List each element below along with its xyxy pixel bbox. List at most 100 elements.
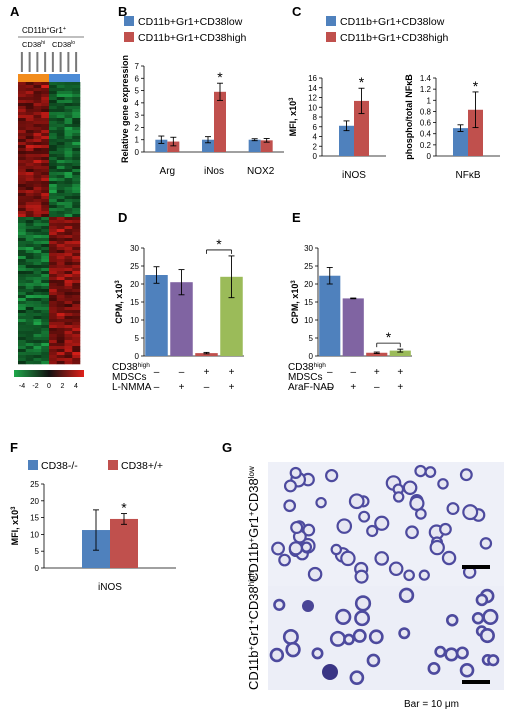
heatmap-cell [41, 331, 50, 335]
heatmap-cell [56, 280, 65, 284]
chart-d: 0 5 10 15 20 25 30 CPM, x103 * CD38highMDSCsL-NMM… [112, 236, 244, 393]
heatmap-cell [18, 334, 27, 338]
heatmap-cell [18, 307, 27, 311]
row-value: – [350, 367, 356, 378]
chart-f: 0 5 10 15 20 25 MFI, x103 * iNOS [10, 480, 176, 593]
heatmap-cell [25, 124, 34, 128]
heatmap-cell [18, 232, 27, 236]
heatmap-cell [18, 262, 27, 266]
heatmap-cell [49, 226, 58, 230]
cell [434, 645, 447, 658]
heatmap-cell [72, 286, 81, 290]
heatmap-cell [18, 322, 27, 326]
heatmap-cell [56, 247, 65, 251]
heatmap-cell [33, 223, 42, 227]
scale-bar-caption: Bar = 10 μm [404, 699, 459, 710]
heatmap-cell [72, 118, 81, 122]
heatmap-cell [72, 172, 81, 176]
significance-star: * [216, 236, 222, 252]
heatmap-cell [41, 121, 50, 125]
heatmap-cell [25, 121, 34, 125]
heatmap-cell [33, 259, 42, 263]
bar-inos-wt [110, 518, 138, 568]
cells-high [269, 587, 500, 686]
cell [349, 670, 365, 686]
heatmap-cell [25, 103, 34, 107]
heatmap-cell [64, 130, 73, 134]
heatmap-cell [64, 268, 73, 272]
heatmap-cell [18, 349, 27, 353]
chart-b: 0 1 2 3 4 5 6 7 Relative gene expression Arg iNos N… [120, 55, 284, 177]
heatmap-cell [18, 271, 27, 275]
heatmap-cell [25, 340, 34, 344]
heatmap-cell [64, 142, 73, 146]
heatmap-cell [41, 244, 50, 248]
heatmap-cell [64, 256, 73, 260]
heatmap-cell [56, 349, 65, 353]
y-tick-label: 0.2 [420, 141, 432, 150]
cell [475, 593, 489, 607]
heatmap-cell [33, 247, 42, 251]
heatmap-cell [56, 163, 65, 167]
heatmap-cell [56, 337, 65, 341]
heatmap-cell [33, 169, 42, 173]
heatmap-cell [41, 358, 50, 362]
heatmap-cell [72, 244, 81, 248]
heatmap-cell [56, 352, 65, 356]
heatmap-cell [49, 202, 58, 206]
heatmap-cell [41, 223, 50, 227]
row-value: – [327, 382, 333, 393]
panel-label-e: E [292, 210, 301, 225]
heatmap-cell [33, 262, 42, 266]
heatmap-cell [33, 268, 42, 272]
heatmap-cell [72, 343, 81, 347]
heatmap-cell [41, 304, 50, 308]
heatmap-cell [56, 85, 65, 89]
heatmap-cell [72, 274, 81, 278]
heatmap-cell [49, 82, 58, 86]
row-value: + [229, 367, 235, 378]
heatmap-panel: CD11b+Gr1+ CD38hi CD38lo -4 -2 0 2 4 [14, 26, 84, 390]
colorbar-tick-label: -4 [19, 383, 25, 390]
heatmap-cell [72, 169, 81, 173]
heatmap-cell [25, 256, 34, 260]
heatmap-cell [33, 184, 42, 188]
heatmap-cell [56, 217, 65, 221]
heatmap-cell [41, 232, 50, 236]
heatmap-cell [18, 310, 27, 314]
heatmap-cell [49, 181, 58, 185]
row-value: – [374, 382, 380, 393]
heatmap-group-lo: CD38lo [52, 40, 75, 49]
heatmap-cell [49, 175, 58, 179]
heatmap-cell [33, 148, 42, 152]
heatmap-cell [64, 349, 73, 353]
heatmap-cell [41, 94, 50, 98]
legend-f: CD38-/- CD38+/+ [28, 460, 163, 472]
heatmap-cell [25, 328, 34, 332]
heatmap-cell [72, 139, 81, 143]
cell [285, 641, 301, 658]
y-tick-label: 8 [313, 113, 318, 122]
heatmap-cell [49, 187, 58, 191]
heatmap-cell [56, 322, 65, 326]
heatmap-cell [64, 172, 73, 176]
y-tick-label: 0.4 [420, 130, 432, 139]
heatmap-cell [25, 310, 34, 314]
heatmap-cell [33, 352, 42, 356]
heatmap-cell [49, 298, 58, 302]
heatmap-cell [25, 259, 34, 263]
heatmap-cell [18, 328, 27, 332]
heatmap-cell [33, 151, 42, 155]
y-axis-label: phospho/total NFκB [404, 74, 414, 160]
heatmap-cell [72, 283, 81, 287]
heatmap-cell [41, 163, 50, 167]
heatmap-cell [72, 253, 81, 257]
heatmap-cell [72, 97, 81, 101]
heatmap-cell [64, 214, 73, 218]
heatmap-cell [33, 319, 42, 323]
y-tick-label: 0 [313, 152, 318, 161]
heatmap-cell [18, 268, 27, 272]
heatmap-cell [41, 337, 50, 341]
heatmap-cell [49, 124, 58, 128]
heatmap-cell [64, 322, 73, 326]
